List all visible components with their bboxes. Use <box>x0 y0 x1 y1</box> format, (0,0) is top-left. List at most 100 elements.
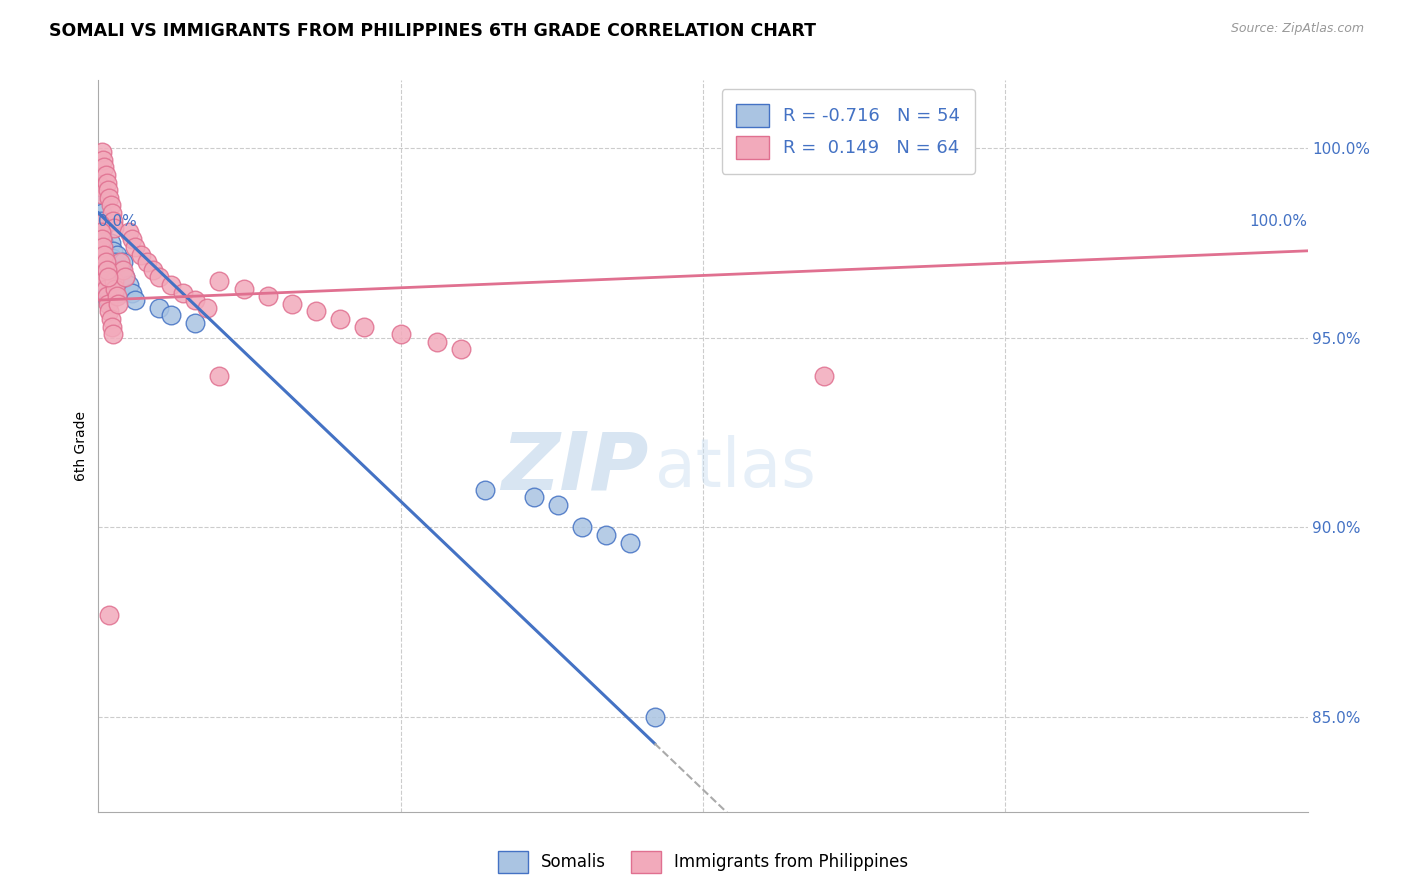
Point <box>91 232 114 246</box>
Text: SOMALI VS IMMIGRANTS FROM PHILIPPINES 6TH GRADE CORRELATION CHART: SOMALI VS IMMIGRANTS FROM PHILIPPINES 6T… <box>49 22 817 40</box>
Y-axis label: 6th Grade: 6th Grade <box>75 411 89 481</box>
Point <box>426 334 449 349</box>
Point <box>93 161 115 175</box>
Point <box>105 289 128 303</box>
Point <box>108 255 131 269</box>
Point <box>98 285 121 300</box>
Point <box>96 289 118 303</box>
Point <box>148 301 170 315</box>
Point <box>89 179 111 194</box>
Point <box>104 274 127 288</box>
Point <box>89 217 111 231</box>
Point <box>111 262 134 277</box>
Point <box>100 319 122 334</box>
Point <box>105 270 128 285</box>
Point <box>142 262 165 277</box>
Legend: Somalis, Immigrants from Philippines: Somalis, Immigrants from Philippines <box>491 845 915 880</box>
Point <box>103 282 125 296</box>
Point <box>474 483 496 497</box>
Point <box>97 293 120 307</box>
Point <box>90 225 112 239</box>
Point <box>90 247 112 261</box>
Point <box>97 274 120 288</box>
Point <box>114 270 136 285</box>
Point <box>100 252 122 266</box>
Point <box>232 282 254 296</box>
Point <box>100 277 122 292</box>
Point <box>118 277 141 292</box>
Point <box>121 285 143 300</box>
Point <box>90 186 112 201</box>
Point <box>89 240 111 254</box>
Text: 0.0%: 0.0% <box>98 214 138 229</box>
Point <box>184 316 207 330</box>
Point <box>97 297 120 311</box>
Point <box>91 228 114 243</box>
Point <box>121 232 143 246</box>
Text: ZIP: ZIP <box>501 429 648 507</box>
Point <box>160 308 183 322</box>
Point <box>101 267 124 281</box>
Point <box>103 259 125 273</box>
Point <box>94 247 117 261</box>
Point <box>100 236 122 251</box>
Point <box>208 368 231 383</box>
Point <box>208 274 231 288</box>
Text: 100.0%: 100.0% <box>1250 214 1308 229</box>
Point <box>281 297 304 311</box>
Point <box>329 312 352 326</box>
Point <box>108 285 131 300</box>
Point <box>184 293 207 307</box>
Point <box>96 176 118 190</box>
Point <box>93 255 115 269</box>
Point <box>94 168 117 182</box>
Point <box>91 240 114 254</box>
Point <box>89 217 111 231</box>
Point <box>90 186 112 201</box>
Point <box>94 282 117 296</box>
Point <box>195 301 218 315</box>
Point <box>91 206 114 220</box>
Point <box>96 282 118 296</box>
Point <box>118 225 141 239</box>
Point <box>450 343 472 357</box>
Text: atlas: atlas <box>655 435 815 501</box>
Point <box>114 270 136 285</box>
Point <box>813 368 835 383</box>
Point <box>101 213 124 227</box>
Point <box>100 312 122 326</box>
Point <box>172 285 194 300</box>
Point <box>89 179 111 194</box>
Point <box>90 252 112 266</box>
Point <box>103 221 125 235</box>
Point <box>129 247 152 261</box>
Point <box>148 270 170 285</box>
Point <box>93 274 115 288</box>
Point <box>100 206 122 220</box>
Point <box>124 293 146 307</box>
Point <box>89 198 111 212</box>
Point <box>91 153 114 167</box>
Point <box>90 213 112 227</box>
Point <box>91 244 114 258</box>
Point <box>91 221 114 235</box>
Point <box>91 267 114 281</box>
Point <box>98 270 121 285</box>
Point <box>108 277 131 292</box>
Point <box>523 490 546 504</box>
Point <box>97 270 120 285</box>
Point <box>110 262 132 277</box>
Point <box>135 255 157 269</box>
Point <box>100 262 122 277</box>
Text: Source: ZipAtlas.com: Source: ZipAtlas.com <box>1230 22 1364 36</box>
Point <box>571 520 593 534</box>
Point <box>98 191 121 205</box>
Point <box>107 297 129 311</box>
Point <box>98 304 121 318</box>
Point <box>97 183 120 197</box>
Point <box>104 255 127 269</box>
Point <box>256 289 278 303</box>
Point <box>389 327 412 342</box>
Point <box>353 319 375 334</box>
Point <box>94 255 117 269</box>
